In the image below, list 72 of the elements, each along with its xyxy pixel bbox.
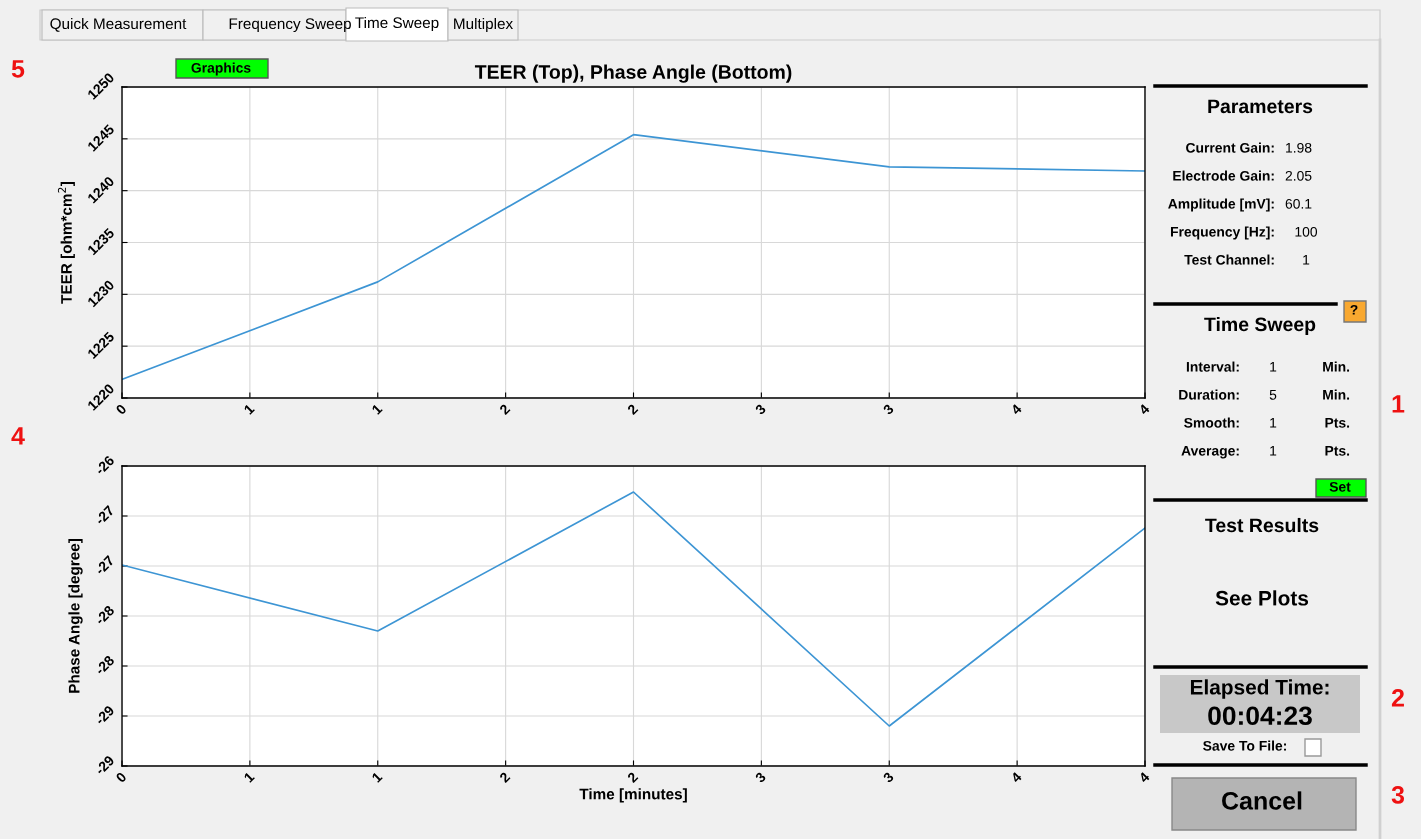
text: 1 (1270, 362, 1277, 372)
text: Electrode Gain: (1173, 170, 1274, 181)
text: 2 (1391, 689, 1404, 707)
text: Amplitude [mV]: (1168, 198, 1274, 212)
x-tick-label: 4 (1010, 771, 1023, 784)
x-tick-label: 1 (243, 771, 255, 783)
x-tick-label: 3 (754, 771, 767, 784)
text: 5 (1269, 390, 1277, 400)
text: Average: (1181, 445, 1239, 459)
x-tick-label: 0 (115, 771, 127, 784)
x-tick-label: 3 (882, 403, 895, 416)
x-tick-label: 4 (1010, 403, 1023, 416)
text: Interval: (1186, 361, 1239, 372)
y-tick-label: -29 (94, 754, 115, 776)
line-series (122, 133, 1145, 381)
y-axis-title: TEER [ohm*cm$^{2}$] (57, 181, 75, 304)
text: Pts. (1325, 446, 1350, 456)
text: Graphics (191, 62, 251, 76)
x-axis-title: Time [minutes] (579, 788, 687, 803)
text: Duration: (1179, 389, 1239, 400)
text: Current Gain: (1186, 142, 1274, 153)
text: Smooth: (1184, 417, 1239, 428)
text: Save To File: (1203, 740, 1286, 751)
x-tick-label: 2 (498, 403, 511, 416)
text: 60.1 (1285, 198, 1312, 209)
text: Pts. (1325, 418, 1350, 428)
x-tick-label: 1 (371, 771, 383, 783)
text: Quick Measurement (50, 17, 187, 32)
text: Parameters (1208, 99, 1313, 114)
text: Min. (1323, 361, 1350, 372)
x-tick-label: 4 (1138, 771, 1151, 784)
text: 1 (1303, 255, 1310, 265)
x-tick-label: 2 (626, 771, 639, 784)
text: Frequency [Hz]: (1170, 226, 1274, 240)
text: 3 (1391, 786, 1405, 804)
text: See Plots (1215, 590, 1309, 606)
x-tick-label: 1 (243, 403, 255, 415)
text: 1.98 (1286, 142, 1312, 153)
x-tick-label: 4 (1138, 403, 1151, 416)
x-tick-label: 0 (115, 403, 127, 416)
text: 00:04:23 (1208, 706, 1312, 726)
line-series (122, 491, 1145, 727)
y-tick-label: -28 (94, 654, 115, 676)
y-tick-label: -29 (94, 704, 115, 726)
text: Elapsed Time: (1190, 679, 1329, 699)
text: Test Channel: (1184, 254, 1274, 265)
text: 1 (1270, 446, 1277, 456)
text: Min. (1323, 389, 1350, 400)
text: 1 (1270, 418, 1277, 428)
text: Test Results (1205, 517, 1319, 533)
x-tick-label: 3 (754, 403, 767, 416)
y-tick-label: -27 (94, 555, 115, 576)
text: 5 (11, 60, 25, 78)
text: Set (1329, 481, 1351, 492)
text: ? (1350, 304, 1358, 315)
y-tick-label: -28 (94, 604, 115, 626)
text: Frequency Sweep (229, 18, 351, 33)
y-tick-label: -27 (94, 505, 115, 526)
x-tick-label: 1 (371, 403, 383, 415)
x-tick-label: 2 (498, 771, 511, 784)
text: 4 (11, 427, 25, 445)
x-tick-label: 3 (882, 771, 895, 784)
y-axis-title: Phase Angle [degree] (68, 539, 83, 693)
text: Cancel (1222, 791, 1302, 810)
x-tick-label: 2 (626, 403, 639, 416)
text: Multiplex (454, 17, 513, 33)
text: 2.05 (1285, 170, 1312, 181)
text: Time Sweep (355, 16, 439, 32)
text: Time Sweep (1204, 316, 1316, 336)
text: 100 (1295, 226, 1318, 237)
y-tick-label: -26 (94, 454, 115, 476)
chart-title: TEER (Top), Phase Angle (Bottom) (474, 64, 792, 83)
